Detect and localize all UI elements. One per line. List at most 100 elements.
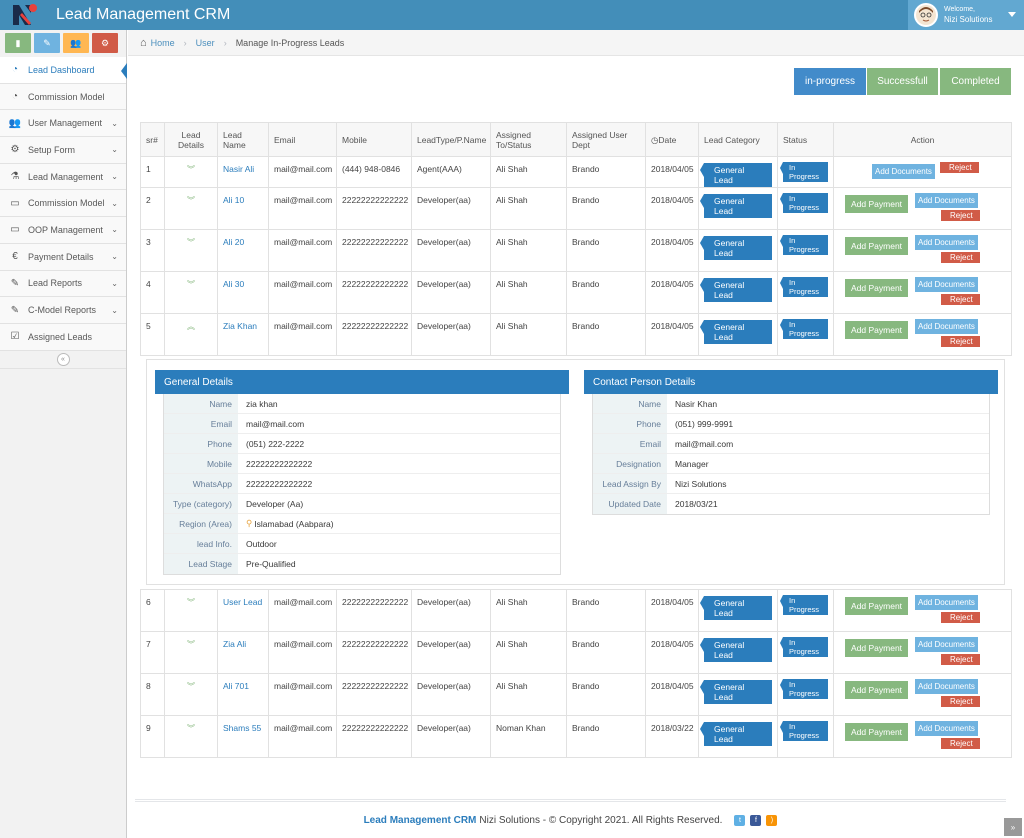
sidebar-item-setup-form[interactable]: ⚙ Setup Form ⌄ [0, 137, 126, 164]
reject-button[interactable]: Reject [941, 654, 980, 665]
add-payment-button[interactable]: Add Payment [845, 237, 909, 255]
sidebar-item-oop-management[interactable]: ▭ OOP Management ⌄ [0, 217, 126, 244]
sidebar-item-lead-management[interactable]: ⚗ Lead Management ⌄ [0, 163, 126, 191]
caret-down-icon [1008, 12, 1016, 17]
sidebar-item-commission-model[interactable]: ▭ Commission Model ⌄ [0, 190, 126, 218]
category-badge: General Lead [700, 722, 772, 746]
add-documents-button[interactable]: Add Documents [915, 637, 978, 652]
col-mobile: Mobile [336, 122, 412, 157]
users-icon[interactable]: 👥 [63, 33, 89, 53]
lead-name-link[interactable]: Ali 30 [223, 279, 245, 289]
sidebar-item-c-model-reports[interactable]: ✎ C-Model Reports ⌄ [0, 297, 126, 324]
double-angle-left-icon[interactable]: « [56, 352, 70, 366]
breadcrumb-separator: › [183, 37, 187, 48]
add-payment-button[interactable]: Add Payment [845, 195, 909, 213]
add-documents-button[interactable]: Add Documents [915, 595, 978, 610]
sidebar-item-lead-reports[interactable]: ✎ Lead Reports ⌄ [0, 270, 126, 298]
reject-button[interactable]: Reject [941, 336, 980, 347]
lead-name-link[interactable]: Nasir Ali [223, 164, 255, 174]
reject-button[interactable]: Reject [941, 210, 980, 221]
add-documents-button[interactable]: Add Documents [872, 164, 935, 179]
category-badge: General Lead [700, 638, 772, 662]
add-payment-button[interactable]: Add Payment [845, 681, 909, 699]
col-email: Email [268, 122, 337, 157]
cell-dept: Brando [566, 187, 646, 230]
lead-name-link[interactable]: Ali 10 [223, 195, 245, 205]
add-documents-button[interactable]: Add Documents [915, 193, 978, 208]
double-angle-down-icon[interactable]: ︾ [187, 280, 195, 289]
lead-name-link[interactable]: Zia Khan [223, 321, 258, 331]
chevron-down-icon: ⌄ [111, 225, 118, 235]
user-menu[interactable]: Welcome, Nizi Solutions [908, 0, 1024, 30]
lead-name-link[interactable]: Shams 55 [223, 723, 262, 733]
status-badge: In Progress [780, 277, 828, 297]
double-angle-down-icon[interactable]: ︾ [187, 724, 195, 733]
cell-mobile: 22222222222222 [336, 631, 412, 674]
table-body-bottom: 6 ︾ User Lead mail@mail.com 22222222222222 De… [140, 589, 1012, 758]
cell-mobile: 22222222222222 [336, 187, 412, 230]
sidebar-item-assigned-leads[interactable]: ☑ Assigned Leads [0, 323, 126, 351]
add-documents-button[interactable]: Add Documents [915, 319, 978, 334]
detail-label: WhatsApp [164, 474, 238, 493]
reject-button[interactable]: Reject [941, 252, 980, 263]
col-status: Status [777, 122, 834, 157]
add-payment-button[interactable]: Add Payment [845, 639, 909, 657]
breadcrumb-user[interactable]: User [195, 37, 215, 48]
lead-name-link[interactable]: User Lead [223, 597, 263, 607]
reject-button[interactable]: Reject [940, 162, 979, 173]
detail-row: Phone (051) 999-9991 [593, 414, 989, 434]
cell-dept: Brando [566, 313, 646, 356]
lead-name-link[interactable]: Ali 701 [223, 681, 249, 691]
status-badge: In Progress [780, 235, 828, 255]
home-icon: ⌂ [140, 36, 147, 49]
add-payment-button[interactable]: Add Payment [845, 723, 909, 741]
footer-brand: Lead Management CRM [363, 814, 477, 826]
cell-date: 2018/04/05 [645, 673, 699, 716]
twitter-icon[interactable]: t [734, 814, 746, 826]
sidebar-item-payment-details[interactable]: € Payment Details ⌄ [0, 243, 126, 271]
double-angle-down-icon[interactable]: ︾ [187, 238, 195, 247]
reject-button[interactable]: Reject [941, 612, 980, 623]
cell-mobile: 22222222222222 [336, 673, 412, 716]
double-angle-down-icon[interactable]: ︾ [187, 682, 195, 691]
cell-date: 2018/04/05 [645, 631, 699, 674]
category-badge: General Lead [700, 596, 772, 620]
double-angle-down-icon[interactable]: ︾ [187, 598, 195, 607]
reject-button[interactable]: Reject [941, 738, 980, 749]
cell-mobile: 22222222222222 [336, 271, 412, 314]
brand[interactable]: Lead Management CRM [12, 3, 230, 27]
double-angle-up-icon[interactable]: ︽ [187, 322, 195, 331]
sidebar-item-lead-dashboard[interactable]: ◔ Lead Dashboard [0, 57, 127, 84]
add-documents-button[interactable]: Add Documents [915, 679, 978, 694]
sidebar-item-commission-model[interactable]: ◔ Commission Model [0, 83, 126, 111]
pencil-icon[interactable]: ✎ [34, 33, 60, 53]
add-documents-button[interactable]: Add Documents [915, 277, 978, 292]
reject-button[interactable]: Reject [941, 294, 980, 305]
cogs-icon[interactable]: ⚙ [92, 33, 118, 53]
facebook-icon[interactable]: f [750, 814, 762, 826]
double-angle-down-icon[interactable]: ︾ [187, 640, 195, 649]
tab-in-progress[interactable]: in-progress [794, 68, 866, 95]
flask-icon: ⚗ [10, 171, 20, 183]
cell-mobile: (444) 948-0846 [336, 156, 412, 188]
cell-dept: Brando [566, 271, 646, 314]
breadcrumb-home[interactable]: Home [150, 37, 175, 48]
add-documents-button[interactable]: Add Documents [915, 721, 978, 736]
desktop-icon: ▭ [10, 224, 20, 236]
bar-chart-icon[interactable]: ▮ [5, 33, 31, 53]
rss-icon[interactable]: ) [766, 814, 778, 826]
add-payment-button[interactable]: Add Payment [845, 321, 909, 339]
add-payment-button[interactable]: Add Payment [845, 597, 909, 615]
scroll-top-icon[interactable]: » [1004, 818, 1022, 836]
lead-name-link[interactable]: Ali 20 [223, 237, 245, 247]
add-payment-button[interactable]: Add Payment [845, 279, 909, 297]
double-angle-down-icon[interactable]: ︾ [187, 165, 195, 174]
tab-completed[interactable]: Completed [940, 68, 1011, 95]
double-angle-down-icon[interactable]: ︾ [187, 196, 195, 205]
sidebar-item-user-management[interactable]: 👥 User Management ⌄ [0, 110, 126, 138]
tab-successful[interactable]: Successfull [867, 68, 938, 95]
add-documents-button[interactable]: Add Documents [915, 235, 978, 250]
lead-name-link[interactable]: Zia Ali [223, 639, 247, 649]
category-badge: General Lead [700, 194, 772, 218]
reject-button[interactable]: Reject [941, 696, 980, 707]
